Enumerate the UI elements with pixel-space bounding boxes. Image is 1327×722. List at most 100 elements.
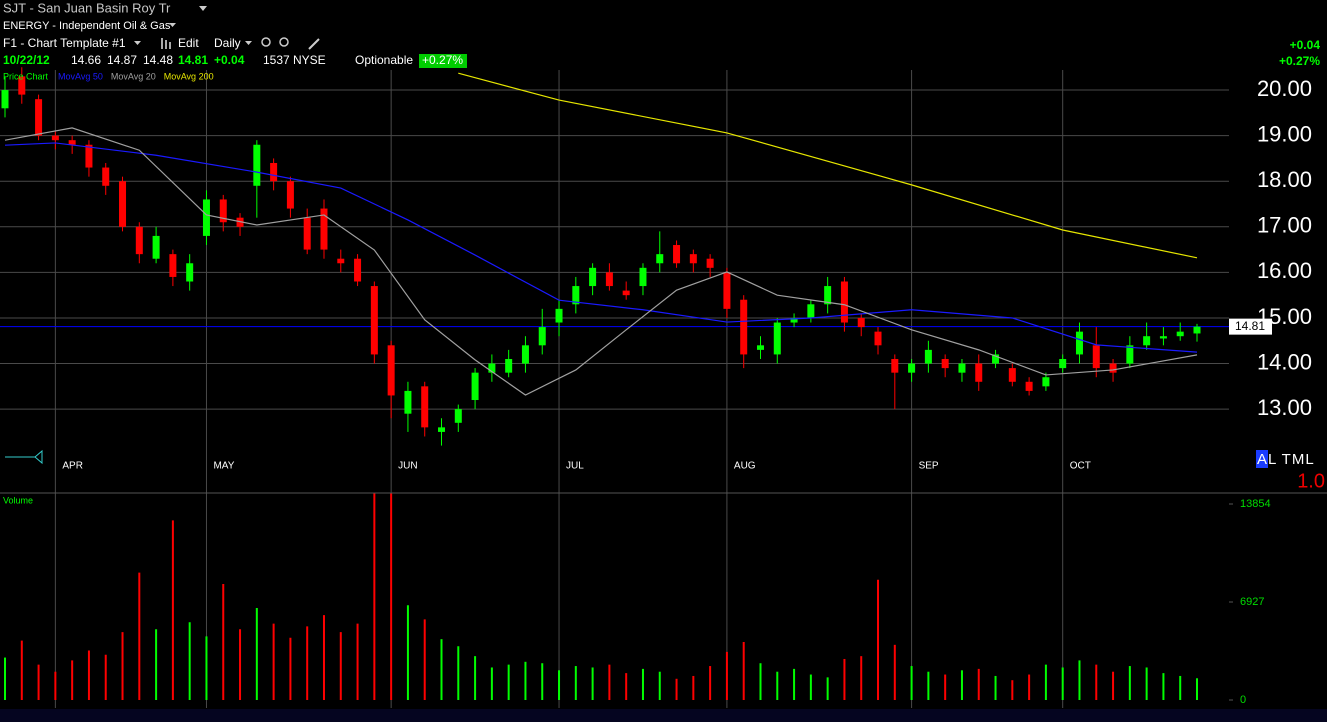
dropdown-arrow[interactable] — [199, 6, 207, 11]
last-price-box — [1229, 318, 1272, 335]
candle-body — [1075, 331, 1083, 355]
candle-body — [135, 226, 143, 255]
zoom-in[interactable] — [261, 37, 271, 47]
y-tick-label: 13.00 — [1257, 395, 1312, 420]
change-pct-box — [419, 54, 467, 68]
draw-tool[interactable] — [308, 38, 320, 50]
candle-body — [488, 363, 496, 373]
candle-body — [924, 349, 932, 364]
candle-body — [538, 327, 546, 346]
candle-body — [68, 140, 76, 145]
quote-volume: 1537 — [263, 53, 290, 67]
candle-body — [454, 409, 462, 423]
dropdown-arrow[interactable] — [134, 41, 141, 45]
right-change: +0.04 — [1290, 38, 1321, 52]
exchange: NYSE — [293, 53, 326, 67]
indicator-value: 1.0 — [1297, 470, 1325, 492]
candle-body — [18, 76, 26, 95]
moving-average — [4, 142, 1198, 353]
candle-body — [1109, 363, 1117, 373]
symbol-title[interactable]: SJT - San Juan Basin Roy Tr — [3, 0, 171, 15]
candle-body — [941, 358, 949, 369]
edit-button[interactable]: Edit — [178, 36, 199, 50]
candle-body — [1176, 331, 1184, 337]
candle-body — [622, 290, 630, 296]
candle-body — [740, 299, 748, 355]
quote-high: 14.87 — [107, 53, 137, 67]
candle-body — [773, 322, 781, 355]
candle-body — [857, 317, 865, 328]
indicator[interactable]: AL TML — [1257, 451, 1315, 468]
scroll-handle[interactable] — [5, 449, 43, 465]
candle-body — [1159, 336, 1167, 339]
zoom-out[interactable] — [279, 37, 289, 47]
candle-body — [1126, 345, 1134, 364]
legend-entry: MovAvg 200 — [164, 71, 214, 81]
moving-average — [458, 72, 1198, 259]
dropdown-arrow[interactable] — [245, 41, 252, 45]
y-tick-label: 17.00 — [1257, 213, 1312, 238]
quote-date: 10/22/12 — [3, 53, 50, 67]
volume-tick-label: 13854 — [1240, 498, 1271, 510]
moving-average — [4, 127, 1198, 396]
candle-body — [689, 254, 697, 264]
y-tick-label: 16.00 — [1257, 258, 1312, 283]
candle-body — [404, 390, 412, 414]
x-tick-label: JUN — [398, 461, 417, 472]
candle-body — [186, 263, 194, 282]
volume-tick-label: 6927 — [1240, 596, 1264, 608]
candle-body — [840, 281, 848, 323]
volume-tick-label: 0 — [1240, 694, 1246, 706]
period-select[interactable]: Daily — [214, 36, 241, 50]
candle-body — [320, 208, 328, 250]
volume-title: Volume — [3, 495, 33, 505]
candle-body — [639, 267, 647, 287]
candle-body — [1092, 345, 1100, 369]
optionable: Optionable — [355, 53, 413, 67]
right-change-pct: +0.27% — [1279, 54, 1320, 68]
legend-entry: MovAvg 20 — [111, 71, 156, 81]
candle-body — [303, 217, 311, 250]
quote-open: 14.66 — [71, 53, 101, 67]
x-tick-label: OCT — [1070, 461, 1091, 472]
edit-icon[interactable] — [169, 42, 171, 49]
candle-body — [521, 345, 529, 364]
edit-icon[interactable] — [165, 40, 167, 49]
x-tick-label: AUG — [734, 461, 756, 472]
candle-body — [1193, 326, 1201, 334]
candle-body — [589, 267, 597, 287]
candle-body — [1143, 336, 1151, 346]
candle-body — [337, 258, 345, 264]
change-pct: +0.27% — [422, 53, 463, 67]
candle-body — [891, 358, 899, 373]
candle-body — [1059, 358, 1067, 369]
candle-body — [1, 90, 9, 109]
candle-body — [1025, 381, 1033, 391]
candle-body — [119, 181, 127, 227]
edit-icon[interactable] — [161, 38, 163, 49]
candle-body — [270, 162, 278, 182]
candle-body — [387, 345, 395, 396]
candle-body — [438, 427, 446, 432]
candle-body — [421, 386, 429, 428]
candle-body — [370, 286, 378, 355]
candle-body — [975, 363, 983, 382]
candle-body — [605, 272, 613, 287]
candle-body — [790, 317, 798, 323]
sector[interactable]: ENERGY - Independent Oil & Gas — [3, 20, 171, 32]
template[interactable]: F1 - Chart Template #1 — [3, 36, 126, 50]
candle-body — [85, 144, 93, 168]
last-price-label: 14.81 — [1235, 319, 1265, 333]
candle-body — [572, 286, 580, 305]
stochastics-strip — [0, 709, 1327, 722]
candle-body — [706, 258, 714, 268]
legend-price: Price Chart — [3, 71, 49, 81]
candle-body — [253, 144, 261, 186]
candle-body — [756, 345, 764, 350]
y-tick-label: 14.00 — [1257, 349, 1312, 374]
dropdown-arrow[interactable] — [169, 23, 176, 27]
x-tick-label: JUL — [566, 461, 584, 472]
legend-entry: MovAvg 50 — [58, 71, 103, 81]
